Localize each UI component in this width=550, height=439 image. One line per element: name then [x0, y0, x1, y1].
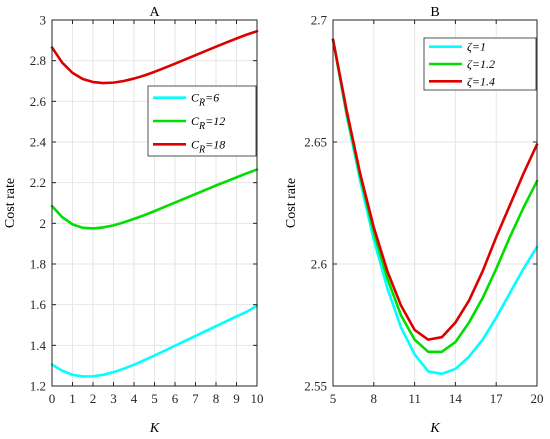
x-tick-label: 6 — [172, 391, 179, 406]
legend-label-2: ζ=1.4 — [467, 74, 495, 88]
legend-label-0: ζ=1 — [467, 40, 486, 54]
x-axis-label: K — [429, 421, 440, 436]
x-tick-label: 9 — [233, 391, 240, 406]
x-tick-label: 8 — [371, 391, 378, 406]
panel-a: 0 1 2 3 4 5 6 7 8 9 101.21.41.61.822.22.42.62.83 AK… — [3, 5, 264, 436]
y-tick-label: 1.6 — [30, 297, 47, 312]
y-tick-label: 2.8 — [30, 53, 46, 68]
x-tick-label: 3 — [110, 391, 117, 406]
y-axis-label: Cost rate — [3, 178, 18, 228]
y-tick-label: 1.8 — [30, 257, 46, 272]
x-tick-label: 14 — [449, 391, 463, 406]
y-tick-label: 2.55 — [304, 379, 327, 394]
y-tick-label: 2.6 — [311, 257, 328, 272]
x-tick-label: 20 — [531, 391, 544, 406]
x-tick-label: 17 — [490, 391, 504, 406]
x-tick-label: 0 — [49, 391, 56, 406]
series-line-2 — [50, 29, 259, 85]
legend: CR=6 CR=12 CR=18 — [147, 85, 257, 157]
x-tick-label: 5 — [330, 391, 337, 406]
y-tick-label: 2.65 — [304, 135, 327, 150]
y-tick-label: 2.6 — [30, 94, 47, 109]
x-tick-label: 1 — [69, 391, 76, 406]
x-axis-label: K — [149, 421, 160, 436]
series-line-1 — [50, 168, 259, 230]
x-tick-label: 10 — [251, 391, 264, 406]
x-tick-label: 11 — [408, 391, 421, 406]
x-tick-label: 4 — [131, 391, 138, 406]
chart-title: A — [149, 5, 160, 20]
y-axis-label: Cost rate — [284, 178, 299, 228]
y-tick-label: 3 — [40, 13, 47, 28]
y-tick-label: 1.2 — [30, 379, 46, 394]
legend-label-1: ζ=1.2 — [467, 57, 495, 71]
legend-label-1: CR=12 — [191, 114, 225, 132]
x-tick-label: 8 — [213, 391, 220, 406]
axes-box — [332, 19, 538, 387]
y-tick-label: 2.4 — [30, 135, 47, 150]
legend: ζ=1 ζ=1.2 ζ=1.4 — [423, 37, 537, 91]
chart-title: B — [430, 5, 439, 20]
series-line-2 — [331, 38, 539, 341]
y-tick-label: 1.4 — [30, 338, 47, 353]
y-tick-label: 2 — [40, 216, 47, 231]
y-tick-label: 2.7 — [311, 13, 328, 28]
legend-label-0: CR=6 — [191, 91, 219, 109]
series-line-0 — [50, 304, 259, 378]
series-line-0 — [331, 38, 539, 376]
x-tick-label: 7 — [192, 391, 199, 406]
y-tick-label: 2.2 — [30, 175, 46, 190]
legend-label-2: CR=18 — [191, 137, 225, 155]
x-tick-label: 2 — [90, 391, 97, 406]
x-tick-label: 5 — [151, 391, 158, 406]
